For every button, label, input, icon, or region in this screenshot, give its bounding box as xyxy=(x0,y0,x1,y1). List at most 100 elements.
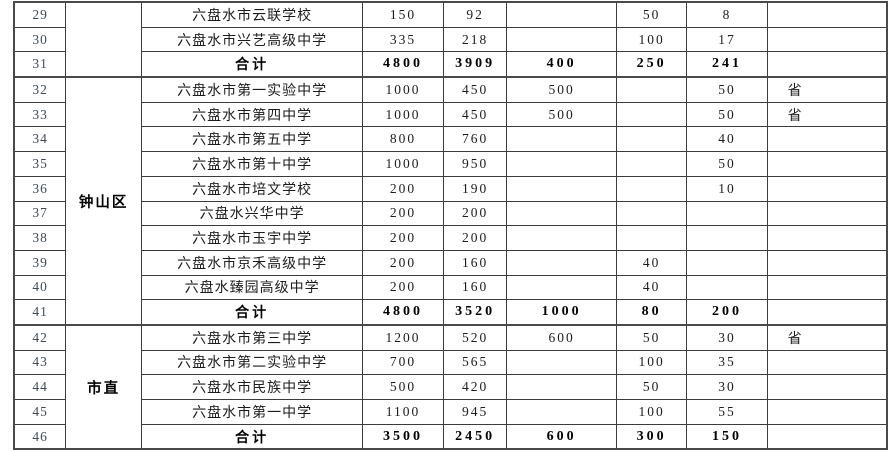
value-cell xyxy=(506,126,617,153)
row-number-cell: 32 xyxy=(13,76,67,103)
value-cell: 40 xyxy=(615,249,688,276)
value-cell: 80 xyxy=(615,299,688,326)
value-cell xyxy=(686,274,768,301)
value-cell: 150 xyxy=(362,1,444,28)
value-cell xyxy=(615,225,688,251)
table-row: 39 六盘水市京禾高级中学 200 160 40 xyxy=(13,249,888,276)
school-name-cell: 六盘水兴华中学 xyxy=(141,200,364,227)
school-name-cell: 六盘水市第二实验中学 xyxy=(141,349,364,376)
table-row: 34 六盘水市第五中学 800 760 40 xyxy=(13,126,888,153)
value-cell: 160 xyxy=(442,249,508,276)
value-cell: 565 xyxy=(442,349,508,376)
row-number-cell: 31 xyxy=(13,51,67,78)
value-cell xyxy=(615,175,688,202)
value-cell xyxy=(506,225,617,251)
row-number-cell: 39 xyxy=(13,249,67,276)
note-cell xyxy=(766,423,888,450)
note-cell xyxy=(766,1,888,28)
school-name-cell: 六盘水市第四中学 xyxy=(141,101,364,128)
value-cell: 520 xyxy=(442,323,508,351)
table-body: 29 六盘水市云联学校 150 92 50 8 30 六盘水市兴艺高级中学 335 218 100 1… xyxy=(13,1,888,450)
table-row: 43 六盘水市第二实验中学 700 565 100 35 xyxy=(13,349,888,376)
value-cell xyxy=(615,101,688,128)
note-cell xyxy=(766,249,888,276)
value-cell: 500 xyxy=(506,76,617,103)
value-cell xyxy=(615,76,688,103)
school-name-cell: 六盘水臻园高级中学 xyxy=(141,274,364,301)
value-cell: 1000 xyxy=(362,151,444,177)
region-cell: 市直 xyxy=(65,323,143,450)
value-cell: 4800 xyxy=(362,51,444,78)
region-cell xyxy=(65,1,143,78)
value-cell xyxy=(615,151,688,177)
value-cell: 3520 xyxy=(442,299,508,326)
school-name-cell: 六盘水市云联学校 xyxy=(141,1,364,28)
table-row: 31 合计 4800 3909 400 250 241 xyxy=(13,51,888,78)
value-cell xyxy=(506,175,617,202)
value-cell: 420 xyxy=(442,374,508,400)
value-cell: 950 xyxy=(442,151,508,177)
value-cell: 3909 xyxy=(442,51,508,78)
value-cell: 1000 xyxy=(362,101,444,128)
table-row: 36 六盘水市培文学校 200 190 10 xyxy=(13,175,888,202)
row-number-cell: 43 xyxy=(13,349,67,376)
value-cell: 450 xyxy=(442,101,508,128)
value-cell: 35 xyxy=(686,349,768,376)
row-number-cell: 35 xyxy=(13,151,67,177)
value-cell: 450 xyxy=(442,76,508,103)
value-cell: 92 xyxy=(442,1,508,28)
value-cell xyxy=(506,374,617,400)
note-cell xyxy=(766,274,888,301)
value-cell: 17 xyxy=(686,26,768,53)
school-name-cell: 合计 xyxy=(141,51,364,78)
value-cell: 200 xyxy=(686,299,768,326)
value-cell: 200 xyxy=(442,225,508,251)
note-cell: 省 xyxy=(766,76,888,103)
value-cell: 200 xyxy=(362,249,444,276)
value-cell: 1100 xyxy=(362,399,444,425)
table-row: 42 市直 六盘水市第三中学 1200 520 600 50 30 省 xyxy=(13,323,888,450)
row-number-cell: 37 xyxy=(13,200,67,227)
value-cell: 500 xyxy=(362,374,444,400)
value-cell xyxy=(615,126,688,153)
value-cell: 55 xyxy=(686,399,768,425)
value-cell: 4800 xyxy=(362,299,444,326)
school-name-cell: 六盘水市第一中学 xyxy=(141,399,364,425)
table-row: 33 六盘水市第四中学 1000 450 500 50 省 xyxy=(13,101,888,128)
school-name-cell: 六盘水市第十中学 xyxy=(141,151,364,177)
region-cell: 钟山区 xyxy=(65,76,143,326)
note-cell xyxy=(766,200,888,227)
value-cell: 30 xyxy=(686,323,768,351)
value-cell xyxy=(686,200,768,227)
note-cell: 省 xyxy=(766,323,888,351)
value-cell: 50 xyxy=(686,101,768,128)
value-cell: 190 xyxy=(442,175,508,202)
table-row: 32 钟山区 六盘水市第一实验中学 1000 450 500 50 省 xyxy=(13,76,888,326)
value-cell: 400 xyxy=(506,51,617,78)
value-cell xyxy=(506,249,617,276)
table-row: 38 六盘水市玉宇中学 200 200 xyxy=(13,225,888,251)
value-cell xyxy=(506,399,617,425)
value-cell xyxy=(506,274,617,301)
value-cell xyxy=(506,151,617,177)
value-cell: 50 xyxy=(686,76,768,103)
school-name-cell: 六盘水市兴艺高级中学 xyxy=(141,26,364,53)
value-cell: 945 xyxy=(442,399,508,425)
school-name-cell: 六盘水市第三中学 xyxy=(141,323,364,351)
row-number-cell: 34 xyxy=(13,126,67,153)
school-name-cell: 六盘水市京禾高级中学 xyxy=(141,249,364,276)
value-cell: 50 xyxy=(615,1,688,28)
row-number-cell: 30 xyxy=(13,26,67,53)
value-cell: 160 xyxy=(442,274,508,301)
value-cell: 200 xyxy=(362,274,444,301)
note-cell xyxy=(766,299,888,326)
value-cell: 40 xyxy=(686,126,768,153)
table-row: 44 六盘水市民族中学 500 420 50 30 xyxy=(13,374,888,400)
value-cell xyxy=(686,225,768,251)
table-row: 29 六盘水市云联学校 150 92 50 8 xyxy=(13,1,888,78)
value-cell xyxy=(506,26,617,53)
table-row: 40 六盘水臻园高级中学 200 160 40 xyxy=(13,274,888,301)
school-name-cell: 六盘水市民族中学 xyxy=(141,374,364,400)
value-cell: 8 xyxy=(686,1,768,28)
